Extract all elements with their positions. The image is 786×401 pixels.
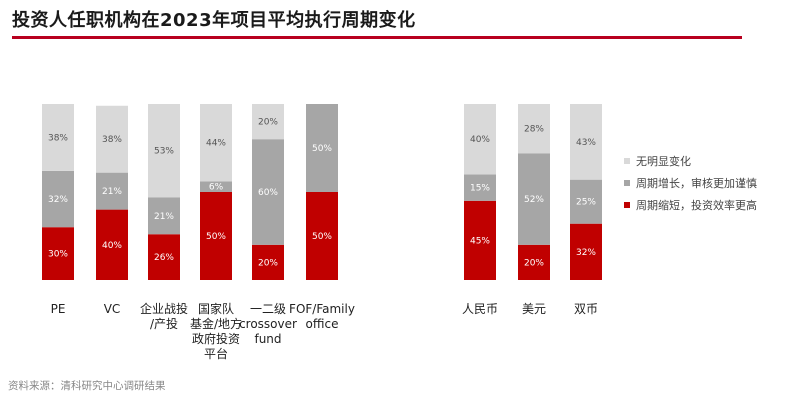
data-label: 50% — [312, 144, 332, 154]
bar-segment — [96, 105, 128, 173]
bar-segment — [252, 244, 284, 280]
bar-segment — [42, 227, 74, 280]
legend-label-increase: 周期增长，审核更加谨慎 — [636, 177, 757, 190]
data-label: 21% — [154, 212, 174, 222]
data-label: 32% — [48, 195, 68, 205]
data-label: 32% — [576, 248, 596, 258]
data-label: 53% — [154, 147, 174, 157]
legend-label-decrease: 周期缩短，投资效率更高 — [636, 199, 757, 212]
data-label: 38% — [102, 135, 122, 145]
title-divider — [12, 36, 742, 39]
category-label: 一二级 crossover fund — [239, 302, 297, 346]
bar-segment — [464, 104, 496, 175]
data-label: 6% — [209, 183, 224, 193]
legend-swatch-decrease — [624, 202, 630, 208]
data-label: 38% — [48, 133, 68, 143]
bar-segment — [96, 172, 128, 210]
bar-segment — [518, 244, 550, 280]
bar-segment — [518, 104, 550, 154]
legend-item-increase: 周期增长，审核更加谨慎 — [624, 172, 757, 194]
bar-segment — [200, 192, 232, 280]
category-label: 国家队 基金/地方 政府投资 平台 — [189, 302, 243, 361]
data-label: 43% — [576, 138, 596, 148]
bar-segment — [570, 223, 602, 280]
data-label: 50% — [206, 232, 226, 242]
data-label: 21% — [102, 187, 122, 197]
bar-segment — [306, 104, 338, 192]
chart-title: 投资人任职机构在2023年项目平均执行周期变化 — [12, 10, 416, 31]
category-label: 双币 — [573, 302, 598, 316]
data-label: 20% — [524, 258, 544, 268]
data-label: 40% — [102, 241, 122, 251]
category-label: FOF/Family office — [289, 302, 355, 331]
bar-segment — [42, 104, 74, 171]
legend-item-no-change: 无明显变化 — [624, 150, 757, 172]
chart-legend: 无明显变化 周期增长，审核更加谨慎 周期缩短，投资效率更高 — [624, 150, 757, 216]
bar-segment — [200, 104, 232, 182]
bar-segment — [148, 104, 180, 198]
data-label: 60% — [258, 188, 278, 198]
category-label: VC — [103, 302, 121, 316]
bar-segment — [252, 139, 284, 245]
bar-segment — [96, 209, 128, 280]
data-label: 45% — [470, 236, 490, 246]
data-label: 50% — [312, 232, 332, 242]
source-note: 资料来源：清科研究中心调研结果 — [8, 380, 166, 392]
bar-segment — [148, 234, 180, 280]
data-label: 40% — [470, 135, 490, 145]
category-label: 美元 — [521, 302, 546, 316]
bar-segment — [570, 179, 602, 224]
category-label: PE — [50, 302, 66, 316]
bar-segment — [252, 104, 284, 140]
bar-segment — [518, 153, 550, 245]
data-label: 52% — [524, 195, 544, 205]
bar-segment — [306, 192, 338, 280]
bar-segment — [464, 174, 496, 201]
data-label: 30% — [48, 250, 68, 260]
data-label: 28% — [524, 125, 544, 135]
data-label: 15% — [470, 184, 490, 194]
legend-item-decrease: 周期缩短，投资效率更高 — [624, 194, 757, 216]
bar-segment — [148, 197, 180, 235]
data-label: 20% — [258, 118, 278, 128]
legend-swatch-no-change — [624, 158, 630, 164]
data-label: 25% — [576, 198, 596, 208]
data-label: 26% — [154, 253, 174, 263]
data-label: 20% — [258, 258, 278, 268]
category-label: 人民币 — [461, 302, 498, 316]
category-label: 企业战投 /产投 — [139, 302, 188, 331]
data-label: 44% — [206, 139, 226, 149]
bar-segment — [570, 104, 602, 180]
bar-segment — [464, 200, 496, 280]
bar-segment — [42, 170, 74, 228]
legend-label-no-change: 无明显变化 — [636, 155, 691, 168]
bar-segment — [200, 181, 232, 192]
legend-swatch-increase — [624, 180, 630, 186]
